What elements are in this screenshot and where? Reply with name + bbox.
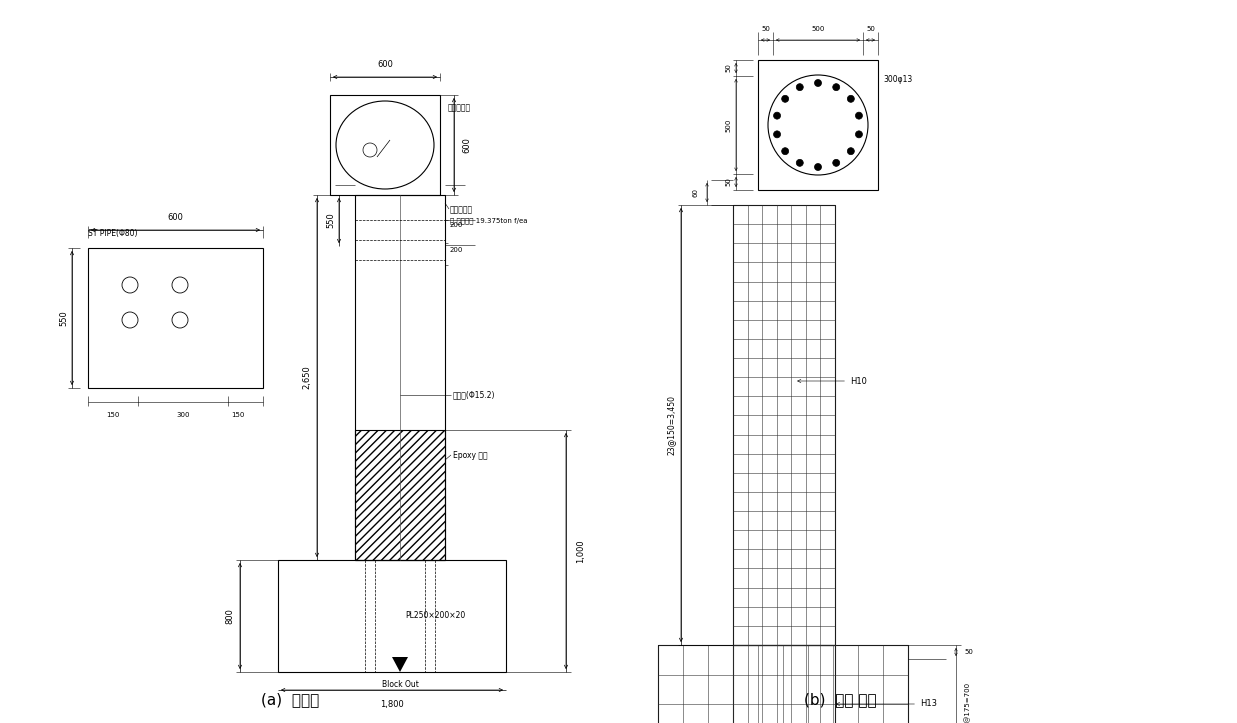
Bar bbox=[278, 560, 506, 672]
Bar bbox=[88, 248, 263, 388]
Text: Block Out: Block Out bbox=[381, 680, 418, 689]
Text: 550: 550 bbox=[59, 310, 68, 326]
Text: (b)  철근 상세: (b) 철근 상세 bbox=[804, 693, 876, 708]
Bar bbox=[758, 60, 878, 190]
Circle shape bbox=[797, 84, 803, 90]
Circle shape bbox=[782, 95, 789, 103]
Circle shape bbox=[773, 131, 781, 138]
Text: 50: 50 bbox=[725, 178, 731, 187]
Text: 600: 600 bbox=[461, 137, 471, 153]
Text: 300: 300 bbox=[176, 412, 189, 418]
Text: Epoxy 도포: Epoxy 도포 bbox=[453, 450, 487, 460]
Circle shape bbox=[773, 112, 781, 119]
Text: 50: 50 bbox=[964, 649, 972, 655]
Bar bbox=[330, 95, 440, 195]
Circle shape bbox=[847, 147, 855, 155]
Text: 50: 50 bbox=[761, 26, 769, 32]
Bar bbox=[355, 430, 445, 560]
Text: 800: 800 bbox=[225, 608, 235, 624]
Text: 모노정착구: 모노정착구 bbox=[448, 103, 471, 112]
Text: 도 인리관력 19.375ton f/ea: 도 인리관력 19.375ton f/ea bbox=[450, 217, 527, 223]
Bar bbox=[355, 195, 445, 560]
Circle shape bbox=[797, 159, 803, 166]
Polygon shape bbox=[392, 657, 408, 672]
Circle shape bbox=[847, 95, 855, 103]
Circle shape bbox=[814, 80, 821, 87]
Bar bbox=[734, 645, 835, 723]
Text: H13: H13 bbox=[836, 699, 936, 709]
Text: 1,800: 1,800 bbox=[380, 700, 403, 709]
Circle shape bbox=[833, 84, 840, 90]
Circle shape bbox=[833, 159, 840, 166]
Text: 550: 550 bbox=[327, 213, 335, 228]
Text: 2,650: 2,650 bbox=[303, 366, 312, 390]
Text: 50: 50 bbox=[866, 26, 875, 32]
Text: 500: 500 bbox=[811, 26, 825, 32]
Text: 150: 150 bbox=[106, 412, 120, 418]
Text: 강연선(Φ15.2): 강연선(Φ15.2) bbox=[453, 390, 496, 400]
Circle shape bbox=[814, 163, 821, 171]
Bar bbox=[355, 430, 445, 560]
Text: 60: 60 bbox=[693, 188, 699, 197]
Circle shape bbox=[782, 147, 789, 155]
Text: 모노정착구: 모노정착구 bbox=[450, 205, 473, 214]
Text: 4@175=700: 4@175=700 bbox=[964, 682, 971, 723]
Text: 50: 50 bbox=[725, 64, 731, 72]
Text: 600: 600 bbox=[167, 213, 183, 222]
Circle shape bbox=[856, 131, 862, 138]
Text: ST PIPE(Φ80): ST PIPE(Φ80) bbox=[88, 229, 137, 238]
Text: 300φ13: 300φ13 bbox=[883, 75, 912, 84]
Text: 23@150=3,450: 23@150=3,450 bbox=[667, 395, 675, 455]
Bar bbox=[734, 205, 835, 645]
Text: (a)  일반도: (a) 일반도 bbox=[261, 693, 319, 708]
Bar bbox=[658, 645, 908, 723]
Text: 500: 500 bbox=[725, 119, 731, 132]
Text: H10: H10 bbox=[798, 377, 867, 385]
Text: 1,000: 1,000 bbox=[576, 539, 585, 562]
Text: 600: 600 bbox=[377, 60, 393, 69]
Circle shape bbox=[856, 112, 862, 119]
Text: PL250×200×20: PL250×200×20 bbox=[404, 610, 465, 620]
Text: 200: 200 bbox=[450, 222, 464, 228]
Text: 200: 200 bbox=[450, 247, 464, 253]
Text: 150: 150 bbox=[231, 412, 245, 418]
